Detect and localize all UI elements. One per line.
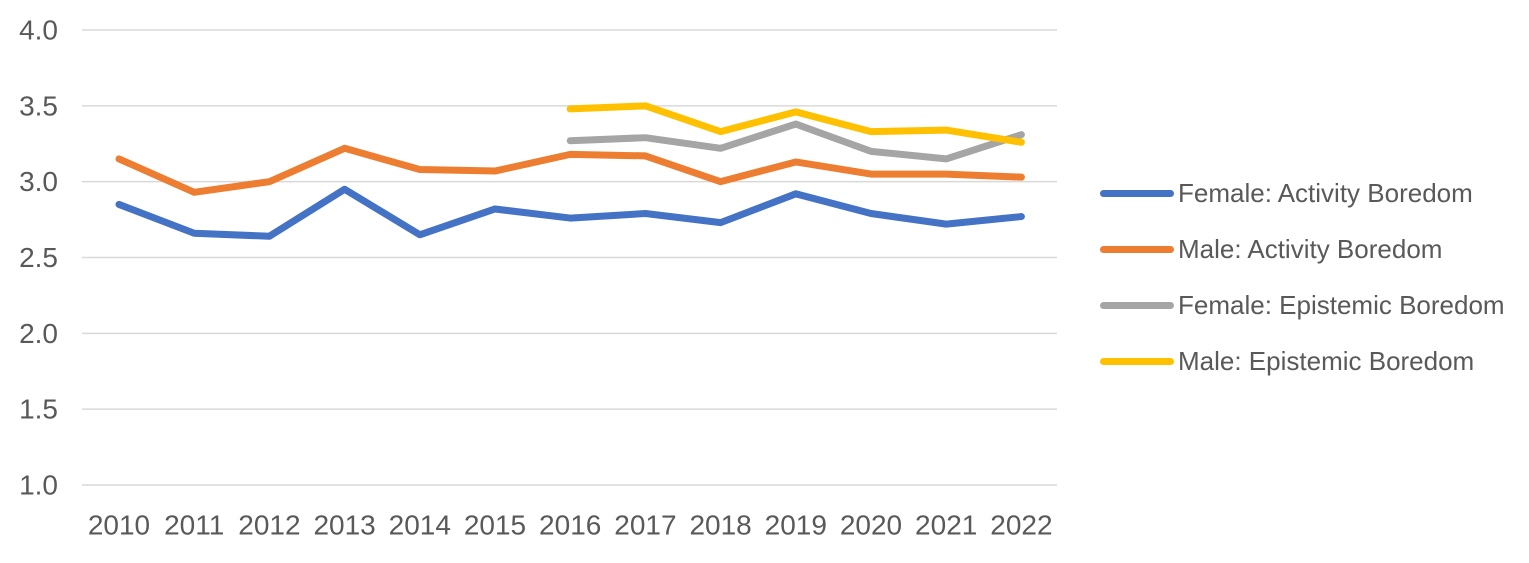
legend-label-male-epistemic-boredom: Male: Epistemic Boredom — [1178, 345, 1475, 376]
y-axis-tick-label: 4.0 — [19, 15, 58, 46]
legend-label-female-epistemic-boredom: Female: Epistemic Boredom — [1178, 289, 1505, 320]
x-axis-tick-label: 2017 — [614, 510, 676, 541]
y-axis-tick-label: 3.5 — [19, 90, 58, 121]
y-axis-tick-label: 2.5 — [19, 242, 58, 273]
series-line-female-epistemic-boredom — [566, 120, 1025, 163]
legend-swatch-female-activity-boredom — [1100, 189, 1174, 197]
x-axis-tick-label: 2020 — [840, 510, 902, 541]
y-axis-tick-label: 1.5 — [19, 394, 58, 425]
series-line-female-activity-boredom — [115, 185, 1025, 240]
legend-item-male-epistemic-boredom: Male: Epistemic Boredom — [1100, 333, 1505, 389]
legend-item-male-activity-boredom: Male: Activity Boredom — [1100, 221, 1505, 277]
x-axis-tick-label: 2013 — [313, 510, 375, 541]
legend-label-male-activity-boredom: Male: Activity Boredom — [1178, 233, 1443, 264]
legend-swatch-male-activity-boredom — [1100, 245, 1174, 253]
chart-legend: Female: Activity Boredom Male: Activity … — [1100, 165, 1505, 389]
legend-item-female-activity-boredom: Female: Activity Boredom — [1100, 165, 1505, 221]
y-axis-tick-label: 3.0 — [19, 166, 58, 197]
x-axis-tick-label: 2012 — [238, 510, 300, 541]
x-axis-tick-label: 2015 — [464, 510, 526, 541]
x-axis-tick-label: 2016 — [539, 510, 601, 541]
x-axis-tick-label: 2011 — [164, 510, 224, 541]
x-axis-tick-label: 2010 — [88, 510, 150, 541]
legend-swatch-female-epistemic-boredom — [1100, 301, 1174, 309]
series-line-male-activity-boredom — [115, 144, 1025, 196]
y-axis-tick-label: 2.0 — [19, 318, 58, 349]
x-axis-tick-label: 2018 — [689, 510, 751, 541]
x-axis-tick-label: 2014 — [389, 510, 451, 541]
legend-item-female-epistemic-boredom: Female: Epistemic Boredom — [1100, 277, 1505, 333]
x-axis-tick-label: 2019 — [765, 510, 827, 541]
y-axis-tick-label: 1.0 — [19, 470, 58, 501]
series-line-male-epistemic-boredom — [566, 102, 1025, 146]
x-axis-tick-label: 2022 — [990, 510, 1052, 541]
legend-label-female-activity-boredom: Female: Activity Boredom — [1178, 177, 1473, 208]
legend-swatch-male-epistemic-boredom — [1100, 357, 1174, 365]
x-axis-tick-label: 2021 — [915, 510, 977, 541]
